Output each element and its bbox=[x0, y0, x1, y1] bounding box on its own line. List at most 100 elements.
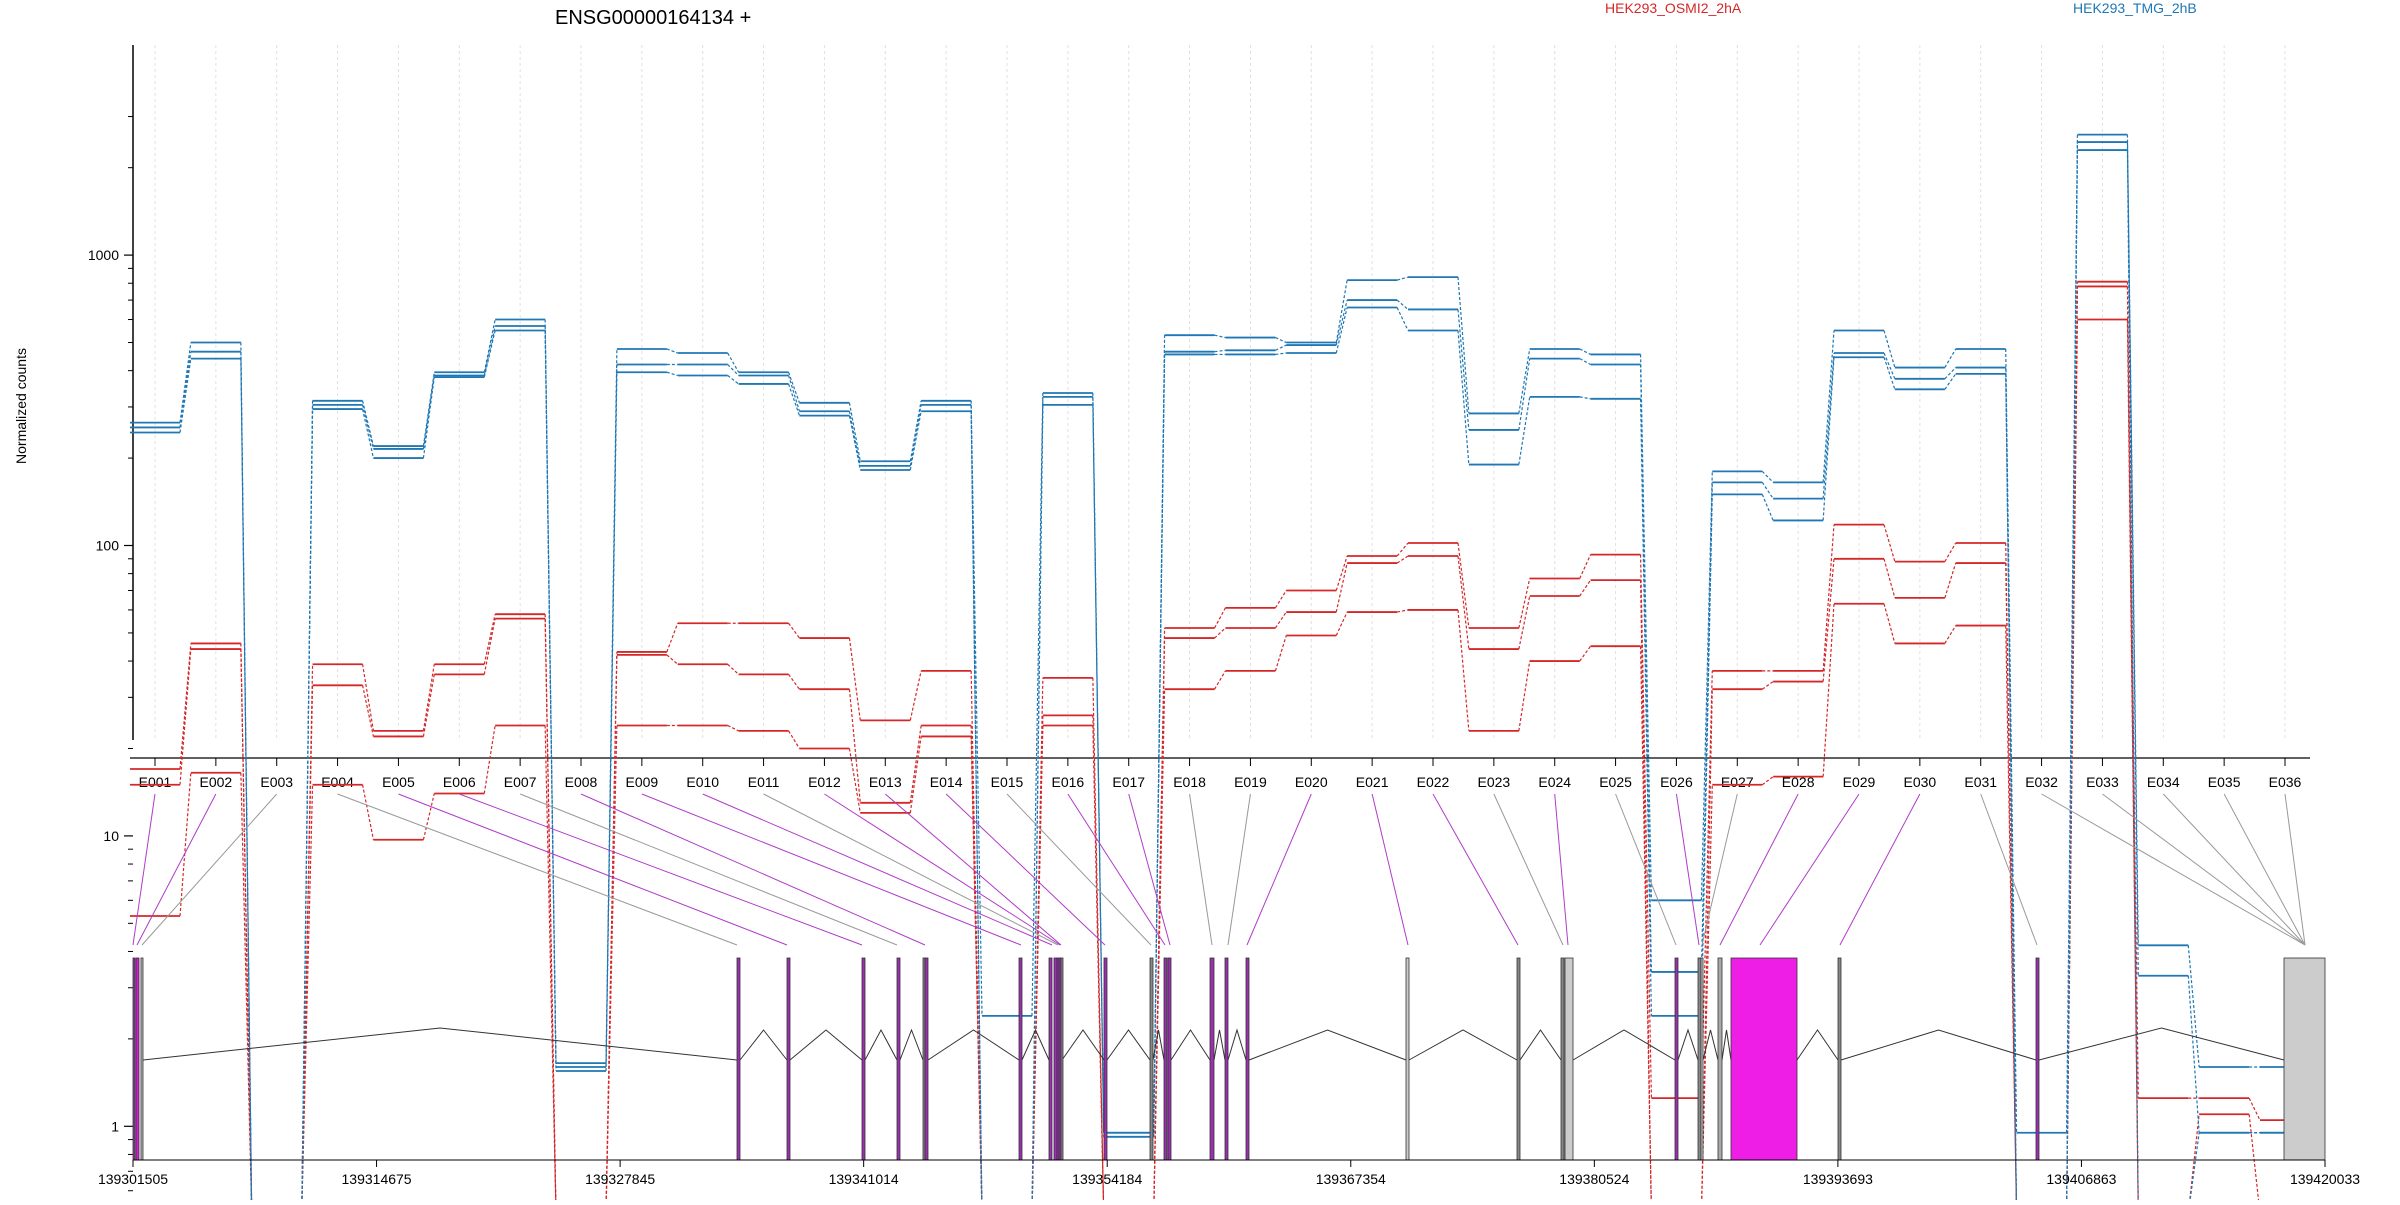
exon-block bbox=[786, 957, 791, 1161]
exon-block bbox=[736, 957, 741, 1161]
exon-connector bbox=[1980, 793, 2038, 946]
series-connector bbox=[2248, 1114, 2260, 1205]
genomic-tick-label: 139380524 bbox=[1559, 1171, 1629, 1187]
series-connector bbox=[1335, 555, 1348, 591]
series-connector bbox=[1457, 555, 1470, 650]
series-connector bbox=[787, 375, 801, 412]
exon-block bbox=[1837, 957, 1842, 1161]
series-connector bbox=[361, 685, 375, 737]
x-tick-label: E012 bbox=[808, 774, 841, 790]
exon-connector bbox=[519, 793, 898, 946]
x-tick-label: E028 bbox=[1782, 774, 1815, 790]
x-tick-label: E023 bbox=[1478, 774, 1511, 790]
genomic-tick-label: 139393693 bbox=[1803, 1171, 1873, 1187]
series-connector bbox=[1153, 689, 1166, 1205]
series-connector bbox=[1761, 681, 1774, 690]
series-connector bbox=[1944, 367, 1957, 380]
x-tick-label: E018 bbox=[1173, 774, 1206, 790]
exon-connector bbox=[1006, 793, 1152, 946]
x-tick-label: E029 bbox=[1843, 774, 1876, 790]
x-tick-label: E026 bbox=[1660, 774, 1693, 790]
x-tick-label: E032 bbox=[2025, 774, 2058, 790]
series-connector bbox=[1579, 358, 1591, 366]
series-connector bbox=[848, 411, 861, 467]
intron-line bbox=[1213, 1029, 1226, 1061]
intron-line bbox=[1796, 1029, 1839, 1061]
series-connector bbox=[483, 618, 496, 675]
series-connector bbox=[179, 772, 192, 917]
exon-connector bbox=[1615, 793, 1677, 946]
series-connector bbox=[1944, 562, 1957, 599]
series-connector bbox=[2126, 150, 2139, 1205]
x-tick-label: E016 bbox=[1052, 774, 1085, 790]
series-connector bbox=[1761, 776, 1774, 786]
intron-line bbox=[1677, 1028, 1699, 1061]
series-connector bbox=[2066, 150, 2079, 1205]
series-connector bbox=[544, 618, 557, 1205]
exon-connector bbox=[763, 793, 1059, 946]
exon-block bbox=[924, 957, 929, 1161]
x-tick-label: E017 bbox=[1112, 774, 1145, 790]
series-connector bbox=[422, 377, 435, 459]
genomic-tick-label: 139327845 bbox=[585, 1171, 655, 1187]
series-connector bbox=[848, 402, 861, 462]
exon-block bbox=[861, 957, 866, 1161]
exon-connector bbox=[1675, 793, 1700, 946]
series-connector bbox=[1214, 670, 1226, 690]
genomic-tick-label: 139314675 bbox=[342, 1171, 412, 1187]
series-connector bbox=[1457, 330, 1470, 465]
series-connector bbox=[2248, 1097, 2261, 1121]
series-connector bbox=[727, 352, 740, 373]
x-tick-label: E027 bbox=[1721, 774, 1754, 790]
exon-block bbox=[135, 957, 140, 1161]
exon-connector bbox=[1246, 793, 1312, 946]
exon-block bbox=[1149, 957, 1154, 1161]
y-tick-label: 1000 bbox=[88, 247, 119, 263]
y-axis-label: Normalized counts bbox=[13, 348, 29, 464]
series-connector bbox=[727, 364, 739, 376]
series-connector bbox=[2188, 1114, 2200, 1205]
series-connector bbox=[1092, 404, 1105, 1137]
series-connector bbox=[301, 400, 314, 1205]
exon-block bbox=[1560, 957, 1565, 1161]
series-connector bbox=[2187, 975, 2200, 1133]
series-connector bbox=[1335, 299, 1348, 346]
series-connector bbox=[1518, 578, 1531, 629]
series-connector bbox=[1397, 609, 1409, 613]
series-connector bbox=[2126, 142, 2139, 976]
series-connector bbox=[1274, 635, 1287, 672]
genomic-tick-label: 139301505 bbox=[98, 1171, 168, 1187]
series-connector bbox=[1883, 524, 1896, 562]
series-connector bbox=[1518, 660, 1531, 731]
x-tick-label: E035 bbox=[2208, 774, 2241, 790]
exon-connector bbox=[1432, 793, 1519, 946]
series-connector bbox=[1639, 364, 1653, 972]
intron-line bbox=[739, 1029, 788, 1061]
series-connector bbox=[727, 375, 739, 385]
intron-line bbox=[1106, 1029, 1151, 1061]
series-connector bbox=[1883, 357, 1896, 390]
intron-line bbox=[1021, 1028, 1050, 1061]
x-tick-label: E034 bbox=[2147, 774, 2180, 790]
exon-block bbox=[1163, 957, 1168, 1161]
series-connector bbox=[848, 748, 861, 814]
series-connector bbox=[179, 351, 192, 428]
intron-line bbox=[1840, 1029, 2037, 1061]
exon-block bbox=[1697, 957, 1702, 1161]
exon-block bbox=[1018, 957, 1023, 1161]
series-connector bbox=[1700, 494, 1713, 1016]
series-connector bbox=[1518, 396, 1531, 465]
series-connector bbox=[1761, 470, 1774, 483]
x-tick-label: E030 bbox=[1904, 774, 1937, 790]
series-connector bbox=[240, 772, 253, 1205]
series-connector bbox=[1822, 524, 1835, 671]
gene-model-layer bbox=[132, 957, 2326, 1161]
series-connector bbox=[1275, 337, 1287, 344]
series-connector bbox=[483, 330, 496, 378]
exon-block bbox=[140, 957, 144, 1161]
intron-line bbox=[864, 1028, 898, 1061]
series-connector bbox=[1579, 554, 1592, 579]
x-tick-label: E009 bbox=[626, 774, 659, 790]
series-connector bbox=[2188, 1132, 2200, 1205]
